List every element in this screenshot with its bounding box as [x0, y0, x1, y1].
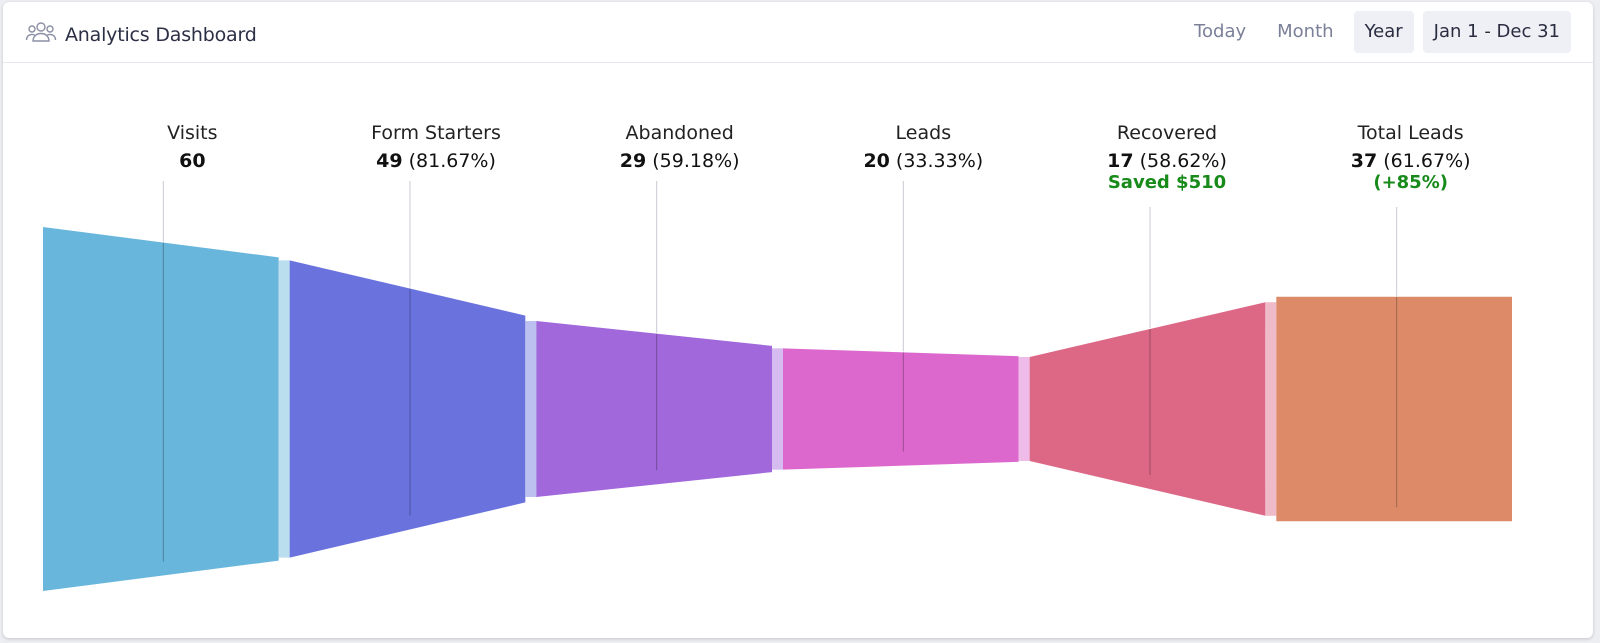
funnel-connector — [1018, 357, 1030, 461]
funnel-segment — [536, 321, 772, 497]
funnel-segment — [783, 348, 1019, 470]
funnel-chart: Visits 60 Form Starters 49 (81.67%) Abandone… — [43, 122, 1512, 591]
month-button[interactable]: Month — [1277, 21, 1334, 42]
stage-name-label: Visits — [167, 122, 217, 144]
stage-value-label: 20 (33.33%) — [863, 150, 983, 172]
funnel-segment — [43, 227, 279, 591]
stage-value-label: 29 (59.18%) — [620, 150, 740, 172]
stage-name-label: Form Starters — [371, 122, 501, 144]
year-button[interactable]: Year — [1353, 11, 1414, 53]
funnel-connector — [772, 348, 783, 470]
analytics-card: Analytics Dashboard Today Month Year Jan… — [3, 2, 1593, 638]
today-button[interactable]: Today — [1194, 21, 1247, 42]
stage-name-label: Total Leads — [1357, 122, 1464, 144]
page-title: Analytics Dashboard — [65, 23, 257, 46]
stage-value-label: 49 (81.67%) — [376, 150, 496, 172]
date-filter: Today Month Year Jan 1 - Dec 31 — [1174, 11, 1571, 53]
stage-extra-label: Saved $510 — [1108, 172, 1226, 193]
stage-value-label: 37 (61.67%) — [1351, 150, 1471, 172]
stage-name-label: Abandoned — [626, 122, 734, 144]
title-group: Analytics Dashboard — [25, 19, 257, 50]
funnel-segment — [1029, 302, 1266, 516]
stage-name-label: Recovered — [1117, 122, 1217, 144]
stage-extra-label: (+85%) — [1373, 172, 1448, 193]
stage-value-label: 17 (58.62%) — [1107, 150, 1227, 172]
funnel-segment — [1276, 296, 1512, 522]
funnel-segment — [289, 260, 526, 558]
funnel-connector — [525, 321, 537, 497]
stage-name-label: Leads — [896, 122, 952, 144]
users-group-icon — [25, 19, 57, 50]
stage-value-label: 60 — [179, 150, 205, 172]
funnel-connector — [1265, 302, 1277, 516]
date-range-picker[interactable]: Jan 1 - Dec 31 — [1422, 11, 1571, 53]
funnel-connector — [278, 260, 290, 558]
card-header: Analytics Dashboard Today Month Year Jan… — [3, 2, 1593, 63]
